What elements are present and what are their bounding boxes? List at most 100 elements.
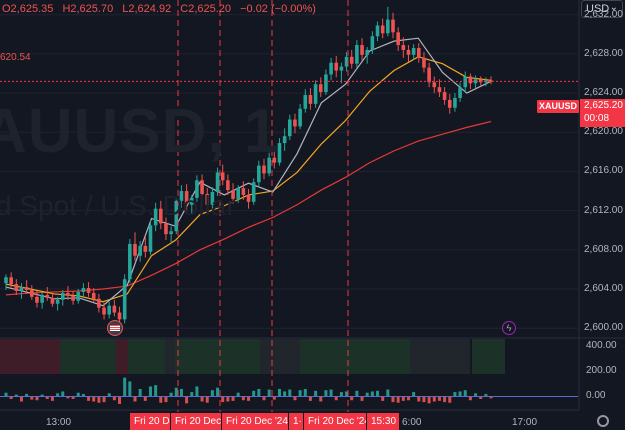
low-value: L2,624.92: [122, 3, 172, 15]
volume-bar: [30, 396, 34, 400]
candle-body: [76, 291, 81, 301]
time-label-left: 13:00: [46, 417, 72, 428]
volume-bar: [303, 388, 307, 397]
candle-body: [40, 294, 44, 303]
volume-bar: [174, 387, 178, 397]
flash-icon[interactable]: ϟ: [502, 321, 516, 335]
volume-bar: [247, 396, 251, 401]
volume-tick-label: 0.00: [586, 390, 606, 402]
candle-body: [195, 180, 199, 198]
volume-bar: [133, 396, 137, 402]
volume-bar: [143, 396, 147, 401]
volume-bar: [164, 396, 168, 403]
candle-body: [411, 48, 416, 55]
candle-body: [81, 288, 86, 292]
volume-pane: [0, 377, 578, 404]
volume-bar: [334, 396, 338, 401]
price-tick-label: 2,628.00: [584, 47, 623, 59]
candle-body: [91, 292, 96, 299]
session-band: [260, 339, 300, 374]
candle-body: [257, 165, 261, 183]
candle-body: [422, 57, 426, 68]
candle-body: [200, 180, 204, 194]
volume-bar: [221, 396, 225, 403]
change-value: −0.02 (−0.00%): [240, 3, 316, 15]
candle-body: [24, 287, 29, 290]
volume-bar: [355, 390, 359, 397]
volume-bar: [9, 396, 13, 399]
candle-body: [184, 191, 189, 205]
candle-body: [143, 245, 148, 252]
volume-bar: [283, 391, 287, 397]
currency-button[interactable]: USD ⌄: [581, 0, 623, 18]
ohlc-legend: O2,625.35 H2,625.70 L2,624.92 C2,625.20 …: [2, 3, 316, 15]
candle-body: [210, 192, 215, 205]
candle-body: [169, 231, 173, 235]
candle-body: [97, 298, 101, 308]
candle-body: [236, 188, 240, 199]
session-band: [116, 339, 128, 374]
volume-bar: [324, 390, 328, 397]
gear-icon[interactable]: [597, 415, 609, 427]
session-label-5: Fri 20 Dec '24: [304, 413, 366, 430]
candle-body: [417, 48, 421, 58]
volume-bar: [391, 396, 395, 403]
candle-body: [308, 95, 313, 104]
fast-moving-average-line: [5, 37, 492, 307]
candle-body: [267, 157, 271, 174]
volume-bar: [112, 396, 116, 401]
volume-bar: [257, 388, 261, 397]
candle-body: [473, 79, 478, 84]
volume-bar: [427, 396, 431, 404]
candle-body: [117, 312, 122, 320]
volume-bar: [314, 390, 318, 397]
candle-body: [231, 190, 235, 199]
volume-bar: [128, 381, 132, 397]
volume-bar: [293, 396, 297, 401]
session-label-6: 15:30: [367, 413, 399, 430]
time-label-mid: 6:00: [402, 417, 422, 428]
chevron-down-icon: ⌄: [609, 2, 618, 13]
candle-body: [159, 208, 163, 224]
candle-body: [14, 284, 19, 291]
candle-body: [318, 84, 323, 93]
candle-body: [370, 36, 375, 50]
us-flag-icon[interactable]: [107, 320, 123, 336]
session-label-2: Fri 20 Dec ': [171, 413, 221, 430]
volume-bar: [4, 392, 8, 397]
volume-bar: [231, 396, 235, 401]
candle-body: [298, 108, 302, 127]
candle-body: [189, 197, 194, 205]
candle-body: [427, 67, 431, 83]
price-tick-label: 2,600.00: [584, 322, 623, 334]
volume-bar: [210, 390, 214, 397]
price-tick-label: 2,632.00: [584, 8, 623, 20]
description-watermark: d Spot / U.S. Dollar: [0, 190, 236, 221]
volume-bar: [107, 393, 111, 397]
candle-body: [380, 25, 385, 34]
candle-body: [220, 172, 225, 181]
candle-body: [153, 208, 158, 226]
candle-body: [35, 296, 39, 303]
candle-body: [19, 287, 24, 291]
volume-bar: [19, 396, 23, 402]
volume-bar: [61, 391, 65, 397]
volume-bar: [56, 393, 60, 397]
candle-body: [396, 32, 400, 46]
candle-body: [468, 76, 473, 84]
volume-bar: [262, 396, 266, 401]
volume-bar: [468, 396, 472, 401]
candle-body: [391, 19, 395, 33]
session-band: [165, 339, 175, 374]
candle-body: [277, 143, 282, 163]
volume-bar: [432, 396, 436, 402]
symbol-tag: XAUUSD: [537, 100, 579, 113]
countdown: 00:08: [584, 113, 610, 124]
candle-body: [365, 49, 369, 55]
candle-body: [458, 87, 462, 98]
session-label-1: Fri 20 De: [130, 413, 170, 430]
volume-bar: [185, 396, 189, 404]
volume-bar: [350, 396, 354, 401]
